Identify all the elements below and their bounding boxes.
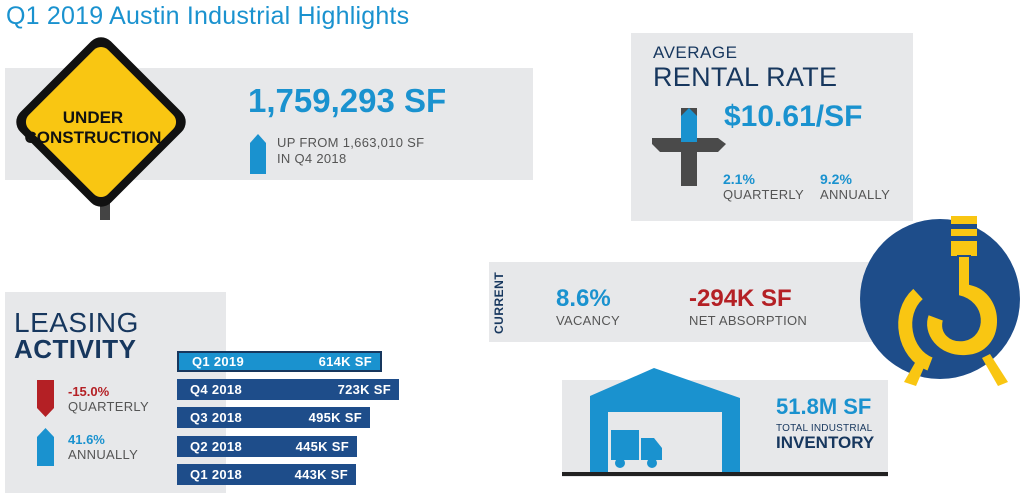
bar-period: Q2 2018 [190,439,242,454]
rental-rate-value: $10.61/SF [724,100,863,133]
rental-annual-label: ANNUALLY [820,187,891,202]
crane-hook-icon [860,216,1020,386]
leasing-quarterly-pct: -15.0% [68,384,110,399]
leasing-bar-row: Q1 2018 443K SF [177,464,356,485]
rental-quarterly: 2.1% QUARTERLY [723,171,804,202]
bar-period: Q1 2018 [190,467,242,482]
leasing-bar-row: Q3 2018 495K SF [177,407,370,428]
construction-sign-icon [16,37,186,220]
vacancy-label: VACANCY [556,313,620,328]
sign-text: UNDER CONSTRUCTION [18,108,168,148]
warehouse-icon [562,368,888,476]
leasing-annual-label: ANNUALLY [68,447,139,462]
under-construction-value: 1,759,293 SF [248,82,447,119]
inventory-value: 51.8M SF [776,394,872,419]
absorption-value: -294K SF [689,285,792,312]
bar-value: 445K SF [295,439,349,454]
leasing-annual-pct: 41.6% [68,432,105,447]
bar-period: Q3 2018 [190,410,242,425]
absorption-stat: -294K SF NET ABSORPTION [689,285,807,328]
bar-value: 723K SF [337,382,391,397]
plus-arrow-icon [652,108,726,186]
bar-value: 614K SF [318,354,372,369]
rental-quarterly-label: QUARTERLY [723,187,804,202]
up-arrow-icon [250,134,266,174]
rental-annual-pct: 9.2% [820,171,852,187]
leasing-title-line1: LEASING [14,307,139,338]
rental-quarterly-pct: 2.1% [723,171,755,187]
under-construction-subtext: UP FROM 1,663,010 SF IN Q4 2018 [277,135,424,167]
sign-line-1: UNDER [62,108,124,127]
leasing-title-line2: ACTIVITY [14,334,137,364]
page-title: Q1 2019 Austin Industrial Highlights [6,2,410,30]
up-arrow-icon [37,428,54,466]
rental-rate-panel [631,33,913,221]
leasing-bar-row: Q4 2018 723K SF [177,379,399,400]
leasing-quarterly-label: QUARTERLY [68,399,149,414]
down-arrow-icon [37,380,54,417]
bar-value: 443K SF [294,467,348,482]
bar-period: Q4 2018 [190,382,242,397]
current-panel [489,262,877,342]
uc-sub-line-1: UP FROM 1,663,010 SF [277,135,425,150]
vacancy-value: 8.6% [556,285,611,312]
uc-sub-line-2: IN Q4 2018 [277,151,347,166]
current-label: CURRENT [492,271,506,334]
inventory-label-small: TOTAL INDUSTRIAL [776,423,873,434]
leasing-annual: 41.6% ANNUALLY [68,432,138,462]
bar-value: 495K SF [308,410,362,425]
sign-line-2: CONSTRUCTION [24,128,162,147]
leasing-bar-row: Q2 2018 445K SF [177,436,357,457]
leasing-quarterly: -15.0% QUARTERLY [68,384,149,414]
vacancy-stat: 8.6% VACANCY [556,285,620,328]
absorption-label: NET ABSORPTION [689,313,808,328]
leasing-bar-row: Q1 2019 614K SF [177,351,382,372]
bar-period: Q1 2019 [192,354,244,369]
rental-rate-title: RENTAL RATE [653,62,838,92]
rental-rate-label-top: AVERAGE [653,43,738,62]
inventory-label-big: INVENTORY [776,433,875,452]
rental-annual: 9.2% ANNUALLY [820,171,890,202]
